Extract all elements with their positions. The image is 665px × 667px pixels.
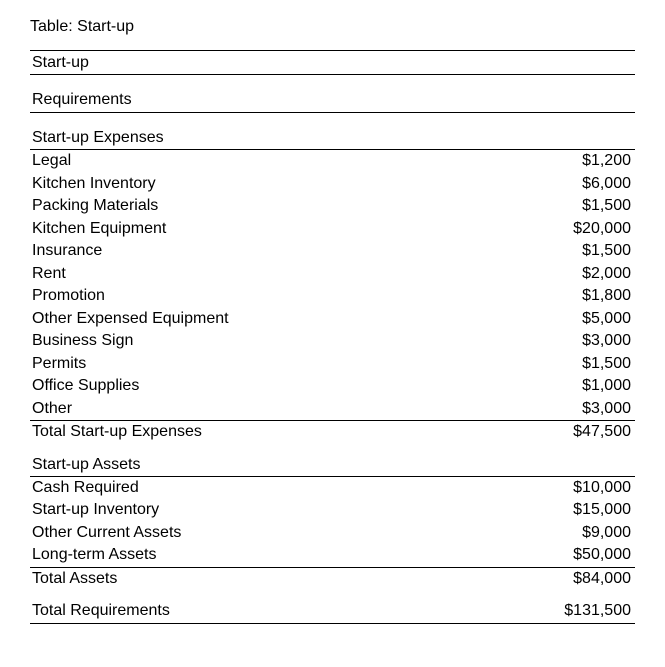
row-label: Kitchen Inventory <box>32 174 582 194</box>
grand-total: Total Requirements $131,500 <box>30 600 635 623</box>
section-header-requirements: Requirements <box>30 89 635 112</box>
table-row: Promotion $1,800 <box>30 285 635 307</box>
row-label: Other Expensed Equipment <box>32 309 582 329</box>
section-header-label: Start-up <box>32 53 631 73</box>
startup-table: Table: Start-up Start-up Requirements St… <box>30 18 635 624</box>
total-label: Total Assets <box>32 569 573 589</box>
assets-header: Start-up Assets <box>30 454 635 477</box>
table-row: Office Supplies $1,000 <box>30 375 635 397</box>
row-value: $1,000 <box>582 376 631 396</box>
row-label: Business Sign <box>32 331 582 351</box>
spacer <box>30 590 635 600</box>
table-row: Long-term Assets $50,000 <box>30 544 635 567</box>
row-label: Promotion <box>32 286 582 306</box>
row-value: $50,000 <box>573 545 631 565</box>
table-row: Other Current Assets $9,000 <box>30 522 635 544</box>
table-row: Kitchen Equipment $20,000 <box>30 218 635 240</box>
expenses-header-label: Start-up Expenses <box>32 128 631 148</box>
table-title: Table: Start-up <box>30 18 635 50</box>
table-row: Start-up Inventory $15,000 <box>30 499 635 521</box>
section-header-label: Requirements <box>32 90 631 110</box>
row-value: $6,000 <box>582 174 631 194</box>
row-value: $9,000 <box>582 523 631 543</box>
row-value: $10,000 <box>573 478 631 498</box>
row-value: $1,200 <box>582 151 631 171</box>
table-row: Packing Materials $1,500 <box>30 195 635 217</box>
row-value: $1,800 <box>582 286 631 306</box>
table-row: Insurance $1,500 <box>30 240 635 262</box>
row-value: $1,500 <box>582 196 631 216</box>
spacer <box>30 444 635 454</box>
row-label: Rent <box>32 264 582 284</box>
expenses-total: Total Start-up Expenses $47,500 <box>30 421 635 443</box>
row-value: $5,000 <box>582 309 631 329</box>
row-value: $3,000 <box>582 331 631 351</box>
row-label: Other <box>32 399 582 419</box>
table-row: Legal $1,200 <box>30 150 635 172</box>
grand-total-label: Total Requirements <box>32 601 564 621</box>
row-label: Other Current Assets <box>32 523 582 543</box>
row-value: $20,000 <box>573 219 631 239</box>
spacer <box>30 113 635 127</box>
row-value: $1,500 <box>582 354 631 374</box>
table-row: Cash Required $10,000 <box>30 477 635 499</box>
row-value: $1,500 <box>582 241 631 261</box>
row-value: $15,000 <box>573 500 631 520</box>
row-label: Packing Materials <box>32 196 582 216</box>
table-row: Rent $2,000 <box>30 263 635 285</box>
table-row: Permits $1,500 <box>30 353 635 375</box>
spacer <box>30 75 635 89</box>
section-header-startup: Start-up <box>30 50 635 75</box>
row-label: Long-term Assets <box>32 545 573 565</box>
row-value: $2,000 <box>582 264 631 284</box>
row-label: Office Supplies <box>32 376 582 396</box>
total-value: $84,000 <box>573 569 631 589</box>
row-label: Cash Required <box>32 478 573 498</box>
row-label: Permits <box>32 354 582 374</box>
total-label: Total Start-up Expenses <box>32 422 573 442</box>
table-row: Other Expensed Equipment $5,000 <box>30 308 635 330</box>
row-label: Kitchen Equipment <box>32 219 573 239</box>
row-label: Insurance <box>32 241 582 261</box>
table-row: Kitchen Inventory $6,000 <box>30 173 635 195</box>
assets-total: Total Assets $84,000 <box>30 568 635 590</box>
row-label: Start-up Inventory <box>32 500 573 520</box>
assets-header-label: Start-up Assets <box>32 455 631 475</box>
table-row: Other $3,000 <box>30 398 635 421</box>
row-label: Legal <box>32 151 582 171</box>
table-row: Business Sign $3,000 <box>30 330 635 352</box>
grand-total-value: $131,500 <box>564 601 631 621</box>
expenses-header: Start-up Expenses <box>30 127 635 150</box>
row-value: $3,000 <box>582 399 631 419</box>
total-value: $47,500 <box>573 422 631 442</box>
